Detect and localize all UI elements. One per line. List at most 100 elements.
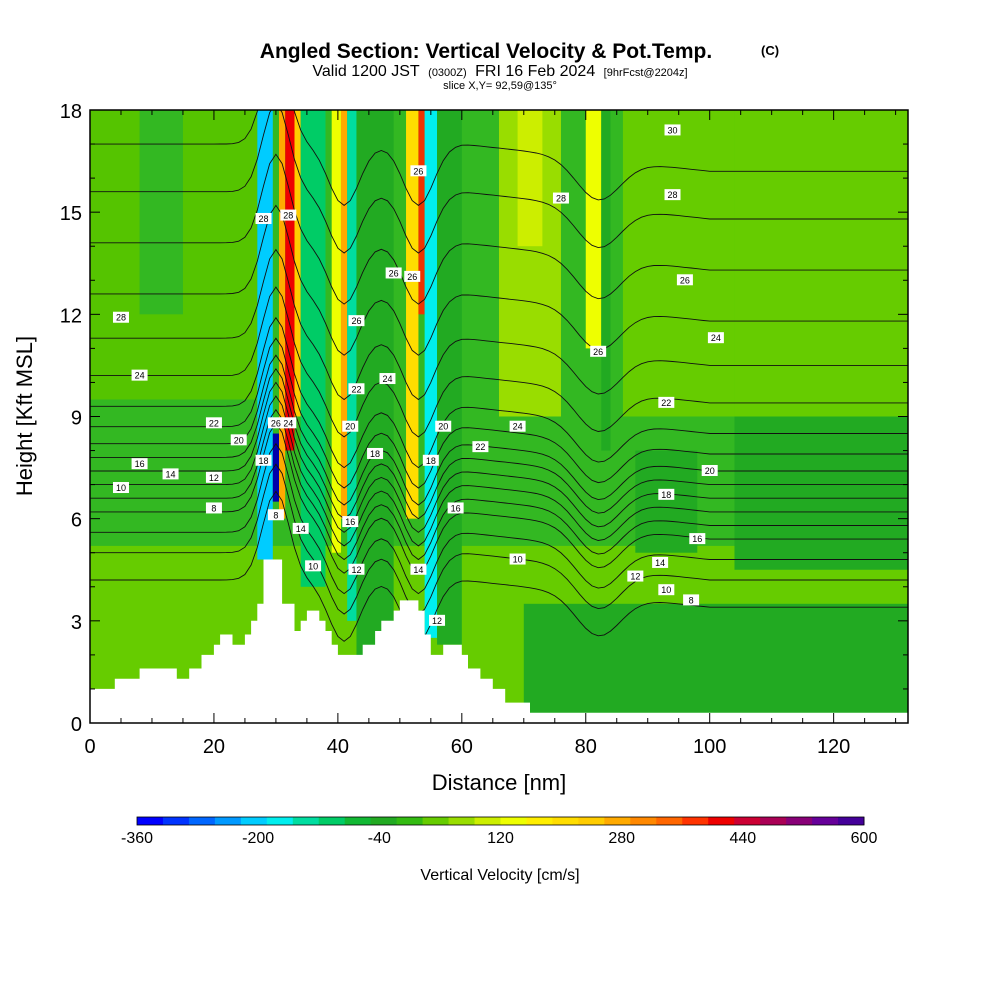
contour-label: 30	[664, 124, 681, 136]
contour-label: 18	[422, 454, 439, 466]
velocity-band	[585, 110, 602, 349]
svg-text:14: 14	[413, 565, 423, 575]
svg-text:26: 26	[407, 272, 417, 282]
contour-label: 12	[348, 563, 365, 575]
colorbar-swatch	[240, 817, 268, 825]
contour-label: 16	[447, 502, 464, 514]
colorbar-swatch	[137, 817, 164, 825]
colorbar-frame	[136, 816, 865, 826]
contour-label: 18	[367, 447, 384, 459]
velocity-band	[331, 110, 341, 553]
svg-text:12: 12	[351, 565, 361, 575]
svg-text:22: 22	[351, 384, 361, 394]
velocity-band	[601, 110, 611, 451]
axis-ticks: 0 20 40 60 80 100 120 0 3 6 9 12 15 18	[60, 101, 908, 758]
x-tick-label: 80	[575, 736, 597, 758]
colorbar-swatch	[422, 817, 450, 825]
contour-label: 28	[664, 189, 681, 201]
contour-label: 16	[131, 458, 148, 470]
isentrope-line	[90, 408, 908, 561]
svg-text:24: 24	[513, 422, 523, 432]
velocity-band	[300, 110, 326, 587]
velocity-band	[294, 110, 301, 417]
svg-text:14: 14	[166, 469, 176, 479]
colorbar-tick-label: 280	[608, 830, 635, 847]
velocity-band	[272, 433, 280, 502]
contour-label: 20	[342, 420, 359, 432]
velocity-band	[523, 603, 908, 723]
x-tick-label: 100	[693, 736, 726, 758]
isentrope-line	[90, 153, 908, 305]
contour-label: 24	[379, 373, 396, 385]
contour-label: 28	[255, 212, 272, 224]
colorbar-swatch	[526, 817, 553, 825]
velocity-band	[622, 110, 735, 417]
svg-text:18: 18	[259, 456, 269, 466]
subtitle-date: FRI 16 Feb 2024	[475, 63, 595, 80]
velocity-band	[734, 110, 908, 417]
y-tick-label: 9	[71, 408, 82, 430]
contour-label: 28	[552, 192, 569, 204]
contour-label: 18	[255, 454, 272, 466]
velocity-band	[437, 110, 462, 645]
contour-label: 26	[267, 417, 284, 429]
isentrope-line	[90, 395, 908, 547]
contour-label: 14	[162, 468, 179, 480]
svg-text:8: 8	[689, 595, 694, 605]
colorbar-swatch	[370, 817, 398, 825]
contour-label: 12	[627, 570, 644, 582]
svg-text:26: 26	[271, 418, 281, 428]
colorbar-swatch	[552, 817, 579, 825]
svg-text:28: 28	[283, 211, 293, 221]
velocity-band	[139, 110, 183, 315]
svg-text:12: 12	[630, 572, 640, 582]
colorbar-swatch	[838, 817, 865, 825]
contour-label: 20	[435, 420, 452, 432]
svg-text:10: 10	[308, 561, 318, 571]
svg-text:14: 14	[296, 524, 306, 534]
contour-label: 22	[658, 396, 675, 408]
colorbar-swatch	[318, 817, 346, 825]
contour-label: 22	[348, 383, 365, 395]
svg-text:10: 10	[513, 555, 523, 565]
colorbar-swatch	[396, 817, 424, 825]
contour-label: 12	[429, 614, 446, 626]
svg-text:28: 28	[259, 214, 269, 224]
colorbar-swatch	[448, 817, 476, 825]
svg-text:16: 16	[345, 517, 355, 527]
contour-label: 26	[676, 274, 693, 286]
svg-text:24: 24	[382, 374, 392, 384]
isentrope-line	[90, 286, 908, 438]
colorbar-swatch	[604, 817, 631, 825]
subtitle-lead: Valid 1200 JST	[312, 63, 420, 80]
colorbar-swatch	[292, 817, 320, 825]
svg-text:26: 26	[593, 347, 603, 357]
velocity-band	[418, 110, 425, 315]
colorbar-swatch	[760, 817, 787, 825]
velocity-band	[340, 110, 348, 519]
colorbar: -360 -200 -40 120 280 440 600	[121, 816, 877, 847]
x-tick-label: 40	[327, 736, 349, 758]
colorbar-swatch	[812, 817, 839, 825]
svg-text:18: 18	[661, 490, 671, 500]
contour-label: 20	[230, 434, 247, 446]
velocity-band	[734, 416, 908, 570]
colorbar-tick-label: 440	[729, 830, 756, 847]
svg-text:26: 26	[413, 166, 423, 176]
subtitle-utc: (0300Z)	[428, 67, 467, 79]
isentrope-line	[90, 248, 908, 401]
svg-text:22: 22	[475, 442, 485, 452]
svg-text:26: 26	[351, 316, 361, 326]
contour-label: 10	[305, 560, 322, 572]
svg-text:16: 16	[135, 459, 145, 469]
velocity-band	[517, 110, 543, 247]
chart-slice-info: slice X,Y= 92,59@135°	[443, 80, 557, 92]
y-tick-label: 18	[60, 101, 82, 123]
svg-text:18: 18	[426, 456, 436, 466]
chart-title: Angled Section: Vertical Velocity & Pot.…	[260, 40, 712, 63]
contour-label: 12	[205, 471, 222, 483]
isentrope-line	[90, 354, 908, 506]
